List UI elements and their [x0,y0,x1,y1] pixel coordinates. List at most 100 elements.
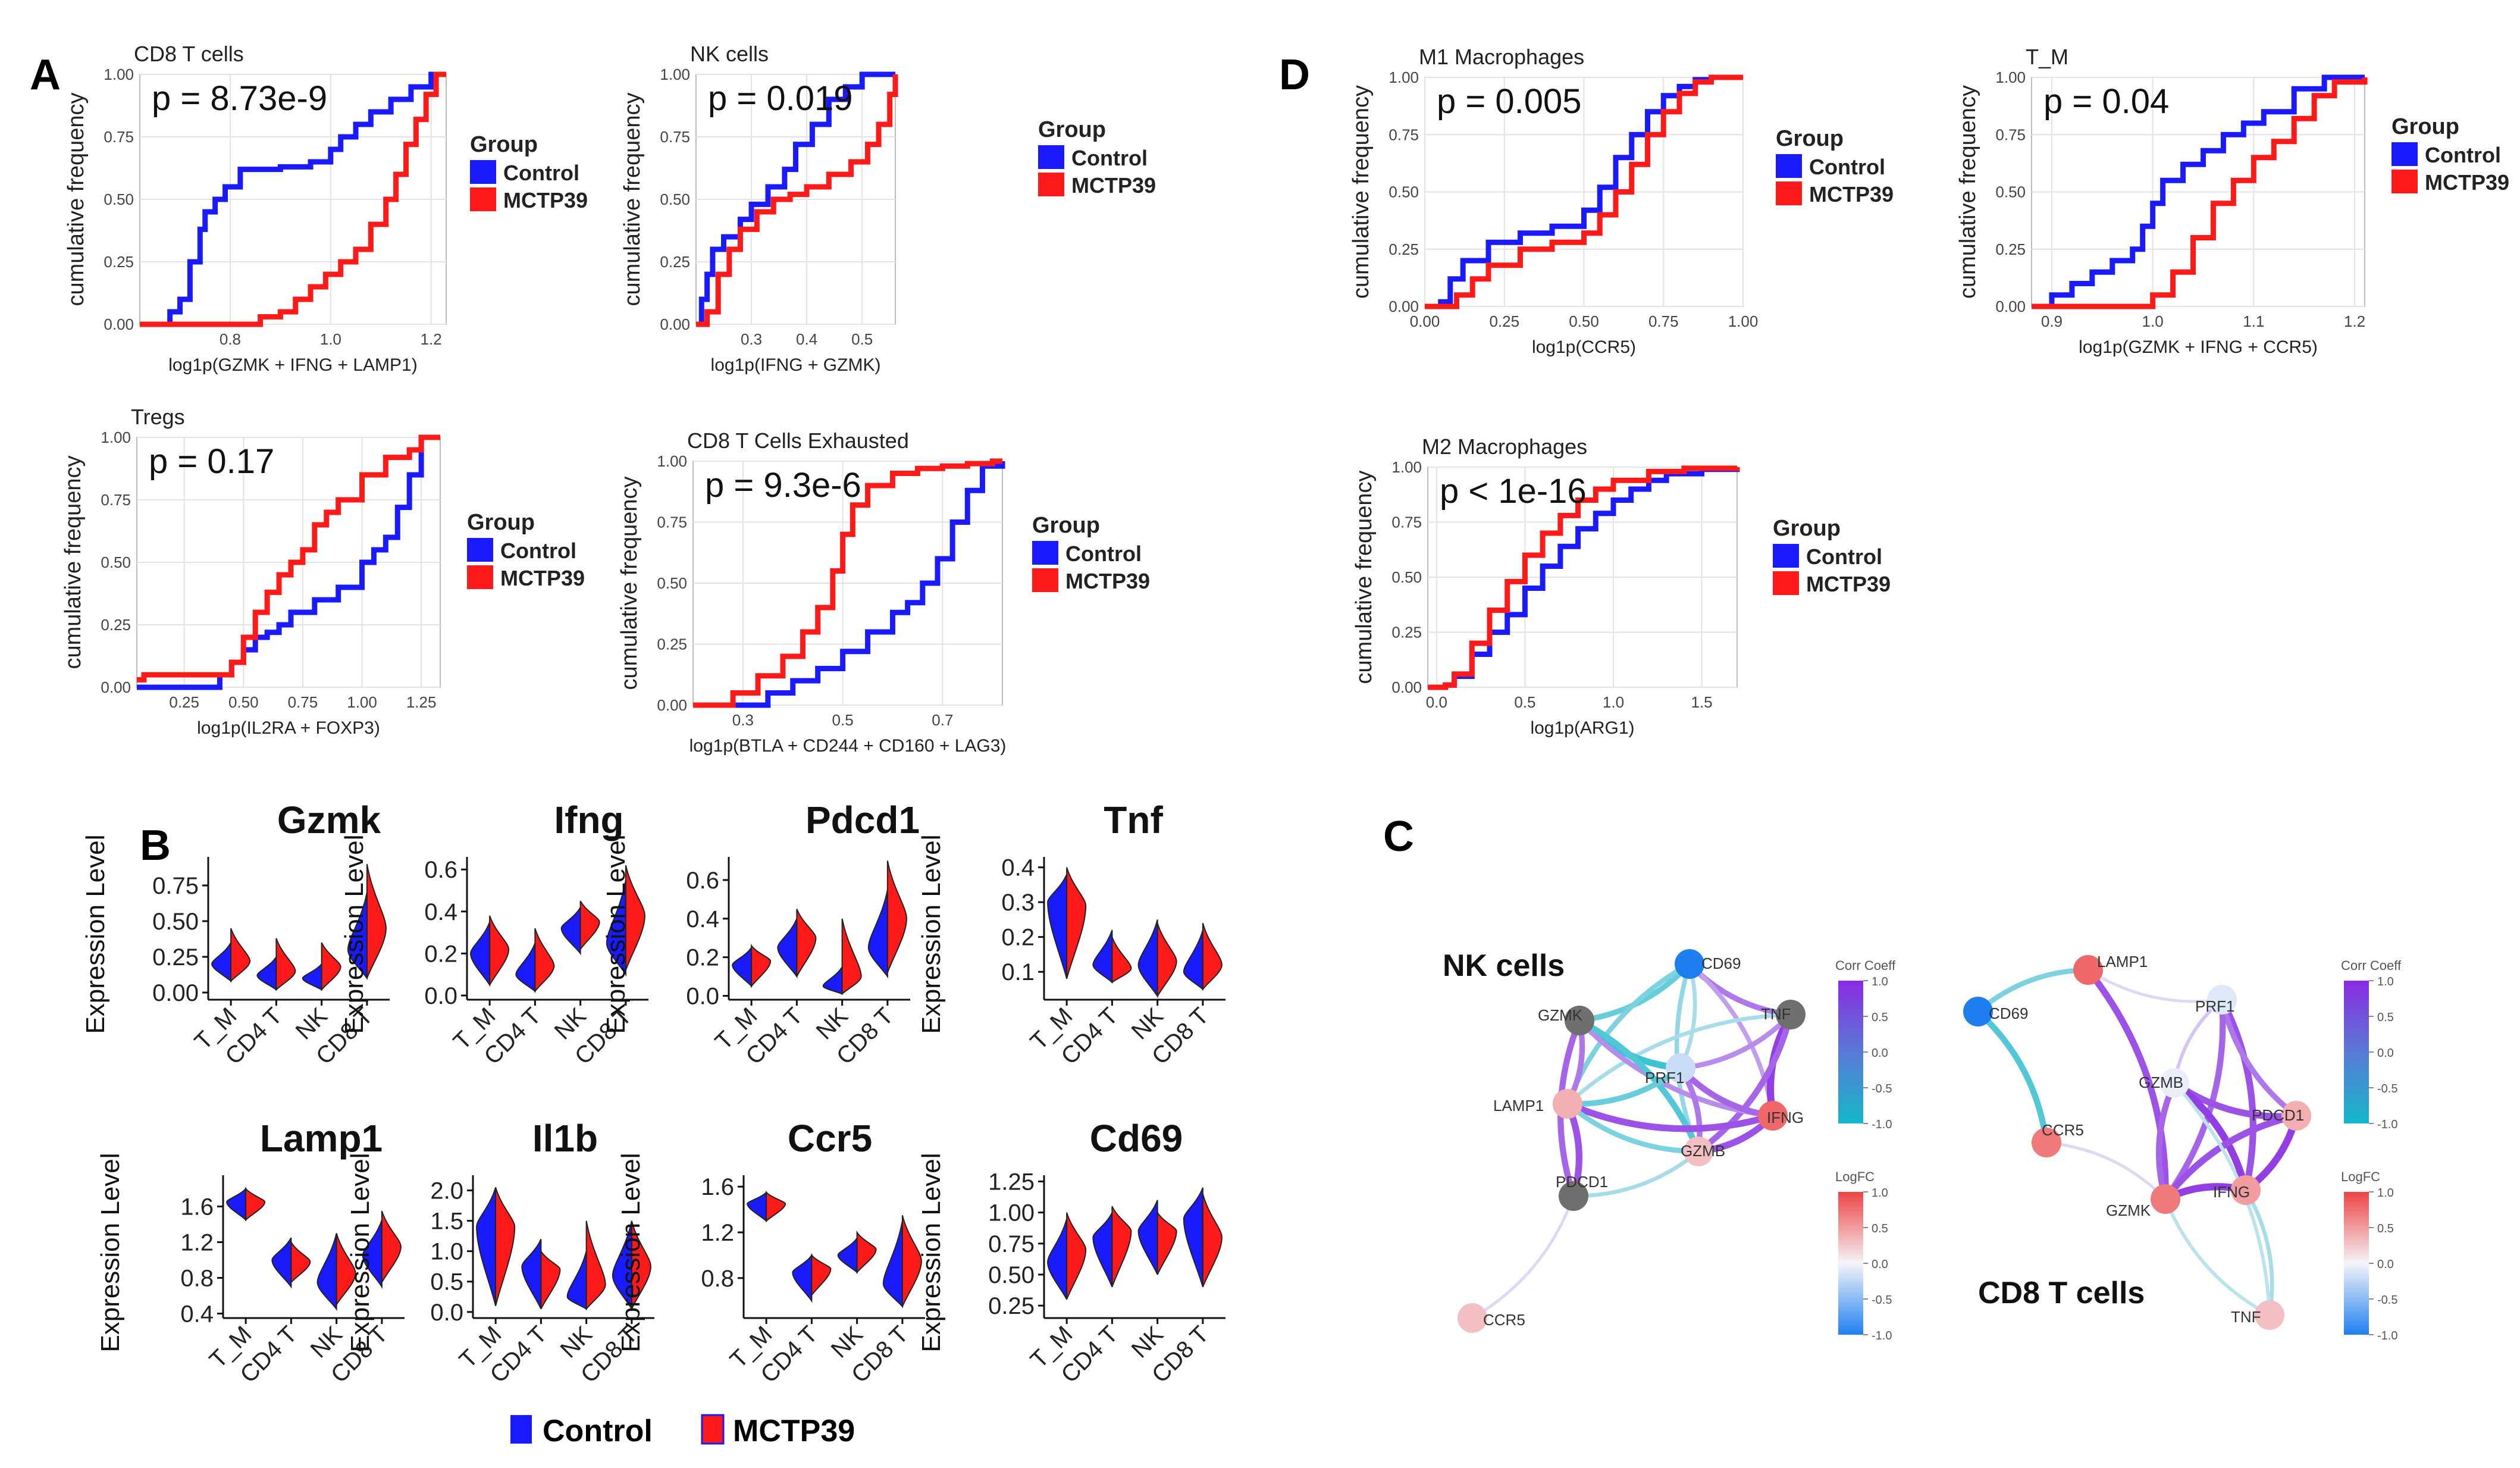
y-tick-label: 0.25 [1995,240,2026,258]
legend-swatch-mctp39 [1773,571,1799,595]
legend-label-control: Control [1071,146,1148,170]
panel-label-d: D [1279,51,1310,99]
legend-title: Group [470,132,538,157]
network-c2: LAMP1 CD69 PRF1 GZMB PDCD1 CCR5 IFNG GZMK TNF CD8… [1963,953,2402,1342]
colorbar-tick-label: -1.0 [2377,1329,2397,1342]
y-tick-label: 0.4 [424,899,457,925]
colorbar-tick-label: -0.5 [1872,1082,1892,1095]
ecdf-panels: 0.00 0.25 0.50 0.75 1.00 0.8 1.0 1.2 CD8 T cells… [61,42,2509,756]
network-edge [1571,1149,1701,1198]
legend-swatch-control [2392,142,2418,166]
series-line-control [140,71,446,327]
y-axis-label: cumulative frequency [61,455,86,669]
legend-label-control: Control [1809,155,1885,179]
violin-half-control [1183,1187,1203,1288]
legend-title: Group [1773,516,1841,541]
violin-half-mctp39 [886,860,907,973]
x-axis-label: log1p(ARG1) [1530,718,1634,738]
violin-half-mctp39 [585,1220,606,1311]
violin-half-control [1092,929,1113,984]
y-tick-label: 0.25 [152,944,199,971]
network-edge [1565,1012,1793,1106]
panel-label-c: C [1383,813,1414,860]
y-axis-label: Expression Level [917,1153,946,1352]
colorbar-corr: Corr Coeff 1.0 0.5 0.0 -0.5 -1.0 [1835,958,1896,1131]
violin-title: Cd69 [1090,1117,1183,1160]
network-node-ccr5 [2032,1128,2061,1157]
violin-half-mctp39 [579,900,600,951]
x-tick-label: 1.25 [406,693,437,711]
y-axis-label: Expression Level [917,834,946,1034]
y-axis-label: cumulative frequency [617,476,642,690]
y-tick-label: 0.25 [1388,240,1419,258]
violin-legend: Control MCTP39 [510,1414,855,1448]
network-edge [2170,1079,2250,1194]
violin-half-control [1137,919,1158,999]
y-axis-label: Expression Level [346,1153,375,1352]
violin-half-control [732,946,753,988]
y-tick-label: 0.2 [1001,925,1035,951]
x-tick-label: 1.0 [320,330,341,348]
y-tick-label: 0.00 [657,696,687,714]
x-tick-label: 0.3 [732,711,754,729]
group-legend: Group Control MCTP39 [1773,516,1891,596]
y-tick-label: 0.25 [104,253,134,271]
network-panels: CD69 TNF GZMK PRF1 LAMP1 IFNG GZMB PDCD1 CCR5 NK … [1443,949,2402,1342]
group-legend: Group Control MCTP39 [1038,117,1156,198]
network-node-pdcd1 [2281,1101,2311,1131]
violin-title: Ifng [554,799,623,841]
x-tick-label: 0.5 [1514,693,1535,711]
series-line-mctp39 [140,71,446,327]
y-tick-label: 1.00 [1388,68,1419,86]
violin-half-control [211,942,232,983]
y-tick-label: 1.00 [657,452,687,470]
x-tick-label: 0.0 [1426,693,1447,711]
violin-title: Il1b [532,1117,598,1160]
chart-title: Tregs [131,405,185,429]
violin-title: Tnf [1104,799,1163,841]
colorbar-title: Corr Coeff [1835,958,1896,973]
legend-label-mctp39: MCTP39 [500,566,585,590]
x-tick-label: 0.00 [1410,312,1440,330]
violin-half-mctp39 [495,1187,516,1306]
group-legend: Group Control MCTP39 [470,132,588,212]
y-tick-label: 0.0 [430,1300,463,1326]
y-axis-label: cumulative frequency [1349,85,1374,299]
p-value-label: p = 8.73e-9 [152,79,327,118]
colorbar-tick-label: 1.0 [1872,975,1888,988]
violin-chart-cd69: Cd69 0.25 0.50 0.75 1.00 1.25 Expression Level… [917,1117,1225,1388]
network-edge [1695,1011,1794,1155]
x-tick-label: 0.25 [169,693,199,711]
violin-half-control [347,892,368,981]
x-tick-label: 1.0 [2142,312,2164,330]
y-tick-label: 0.6 [424,857,457,883]
colorbar-gradient [1838,1192,1863,1335]
network-node-label: PRF1 [1645,1069,1684,1087]
y-tick-label: 0.50 [660,190,690,208]
x-tick-label: 0.9 [2041,312,2063,330]
colorbar-tick-label: 1.0 [2377,975,2394,988]
violin-half-mctp39 [901,1215,922,1307]
y-tick-label: 0.6 [686,868,719,894]
y-tick-label: 0.8 [180,1266,214,1292]
x-tick-label: 0.5 [851,330,873,348]
network-node-tnf [2255,1300,2284,1330]
network-edge [2218,996,2256,1194]
network-edge [2162,1112,2300,1203]
series-line-mctp39 [693,458,1002,708]
colorbar-title: LogFC [1835,1169,1875,1184]
violin-title: Ccr5 [788,1117,872,1160]
series-line-control [696,71,895,327]
network-edge [1678,1012,1794,1071]
network-edge [2219,997,2299,1119]
network-node-label: IFNG [2213,1183,2250,1201]
colorbar-tick-label: -1.0 [2377,1118,2397,1131]
x-tick-label: 0.7 [932,711,953,729]
y-tick-label: 0.25 [988,1293,1035,1319]
x-tick-label: 0.25 [1489,312,1519,330]
y-tick-label: 2.0 [430,1178,463,1204]
x-tick-label: 0.8 [220,330,241,348]
y-tick-label: 1.25 [988,1169,1035,1195]
legend-swatch-control [1038,145,1064,169]
